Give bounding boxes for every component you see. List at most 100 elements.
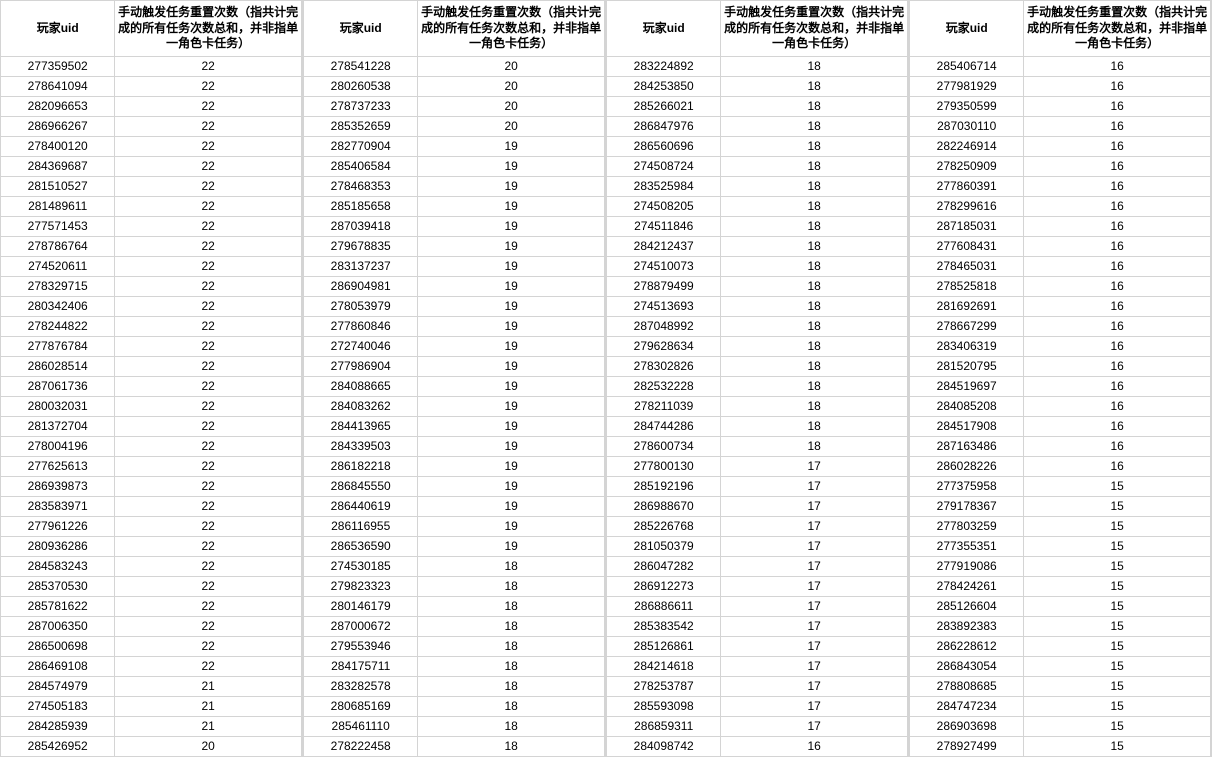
cell-uid: 278244822 — [1, 316, 115, 336]
table-row: 27955394618 — [304, 636, 605, 656]
cell-uid: 286904981 — [304, 276, 418, 296]
cell-count: 16 — [1024, 276, 1211, 296]
cell-uid: 285352659 — [304, 116, 418, 136]
cell-count: 16 — [1024, 256, 1211, 276]
table-row: 28358397122 — [1, 496, 302, 516]
cell-count: 17 — [721, 456, 908, 476]
cell-uid: 279823323 — [304, 576, 418, 596]
table-row: 28690498119 — [304, 276, 605, 296]
data-table: 玩家uid手动触发任务重置次数（指共计完成的所有任务次数总和，并非指单一角色卡任… — [909, 0, 1211, 757]
cell-count: 17 — [721, 656, 908, 676]
cell-uid: 286845550 — [304, 476, 418, 496]
cell-count: 18 — [721, 336, 908, 356]
cell-uid: 285426952 — [1, 736, 115, 756]
table-row: 28522676817 — [607, 516, 908, 536]
cell-uid: 278465031 — [910, 256, 1024, 276]
cell-uid: 285781622 — [1, 596, 115, 616]
cell-count: 18 — [721, 96, 908, 116]
cell-uid: 277981929 — [910, 76, 1024, 96]
cell-uid: 281510527 — [1, 176, 115, 196]
table-row: 28428593921 — [1, 716, 302, 736]
table-row: 28068516918 — [304, 696, 605, 716]
cell-count: 19 — [418, 456, 605, 476]
cell-count: 17 — [721, 716, 908, 736]
cell-count: 17 — [721, 636, 908, 656]
table-row: 28458324322 — [1, 556, 302, 576]
cell-count: 18 — [418, 576, 605, 596]
cell-count: 15 — [1024, 496, 1211, 516]
table-row: 28451969716 — [910, 376, 1211, 396]
cell-count: 19 — [418, 156, 605, 176]
cell-count: 16 — [1024, 56, 1211, 76]
table-row: 28622861215 — [910, 636, 1211, 656]
cell-count: 17 — [721, 496, 908, 516]
cell-uid: 286912273 — [607, 576, 721, 596]
table-row: 28698867017 — [607, 496, 908, 516]
table-row: 28277090419 — [304, 136, 605, 156]
table-row: 28093628622 — [1, 536, 302, 556]
table-row: 27735535115 — [910, 536, 1211, 556]
cell-uid: 286028514 — [1, 356, 115, 376]
cell-uid: 285383542 — [607, 616, 721, 636]
cell-count: 19 — [418, 476, 605, 496]
cell-count: 22 — [115, 396, 302, 416]
cell-uid: 278641094 — [1, 76, 115, 96]
cell-uid: 282532228 — [607, 376, 721, 396]
cell-count: 18 — [721, 116, 908, 136]
cell-count: 18 — [418, 616, 605, 636]
cell-count: 20 — [418, 116, 605, 136]
cell-uid: 283224892 — [607, 56, 721, 76]
table-row: 28352598418 — [607, 176, 908, 196]
cell-count: 18 — [721, 296, 908, 316]
cell-count: 22 — [115, 416, 302, 436]
table-row: 28684555019 — [304, 476, 605, 496]
table-row: 28457497921 — [1, 676, 302, 696]
table-row: 28433950319 — [304, 436, 605, 456]
cell-count: 15 — [1024, 636, 1211, 656]
table-row: 28425385018 — [607, 76, 908, 96]
cell-uid: 283892383 — [910, 616, 1024, 636]
cell-uid: 286843054 — [910, 656, 1024, 676]
cell-count: 15 — [1024, 696, 1211, 716]
cell-uid: 287039418 — [304, 216, 418, 236]
cell-count: 16 — [1024, 216, 1211, 236]
cell-uid: 286903698 — [910, 716, 1024, 736]
cell-uid: 285370530 — [1, 576, 115, 596]
cell-count: 18 — [418, 676, 605, 696]
cell-count: 22 — [115, 496, 302, 516]
cell-count: 18 — [721, 156, 908, 176]
cell-count: 18 — [721, 76, 908, 96]
cell-count: 18 — [418, 696, 605, 716]
cell-uid: 277375958 — [910, 476, 1024, 496]
cell-count: 21 — [115, 696, 302, 716]
cell-uid: 284583243 — [1, 556, 115, 576]
cell-uid: 287163486 — [910, 436, 1024, 456]
table-row: 28313723719 — [304, 256, 605, 276]
table-row: 27832971522 — [1, 276, 302, 296]
table-row: 27824482222 — [1, 316, 302, 336]
table-row: 28340631916 — [910, 336, 1211, 356]
cell-count: 17 — [721, 576, 908, 596]
cell-uid: 282246914 — [910, 136, 1024, 156]
cell-count: 22 — [115, 236, 302, 256]
cell-uid: 277860391 — [910, 176, 1024, 196]
table-row: 28704899218 — [607, 316, 908, 336]
table-row: 27780013017 — [607, 456, 908, 476]
table-row: 28542695220 — [1, 736, 302, 756]
cell-uid: 285461110 — [304, 716, 418, 736]
table-row: 27800419622 — [1, 436, 302, 456]
cell-uid: 284253850 — [607, 76, 721, 96]
table-row: 28691227317 — [607, 576, 908, 596]
cell-count: 15 — [1024, 616, 1211, 636]
cell-uid: 282096653 — [1, 96, 115, 116]
cell-uid: 286939873 — [1, 476, 115, 496]
cell-count: 16 — [1024, 296, 1211, 316]
cell-count: 16 — [1024, 436, 1211, 456]
cell-count: 19 — [418, 496, 605, 516]
table-row: 27787678422 — [1, 336, 302, 356]
cell-uid: 278879499 — [607, 276, 721, 296]
header-uid: 玩家uid — [607, 1, 721, 57]
cell-count: 22 — [115, 596, 302, 616]
cell-count: 16 — [1024, 376, 1211, 396]
cell-uid: 287006350 — [1, 616, 115, 636]
